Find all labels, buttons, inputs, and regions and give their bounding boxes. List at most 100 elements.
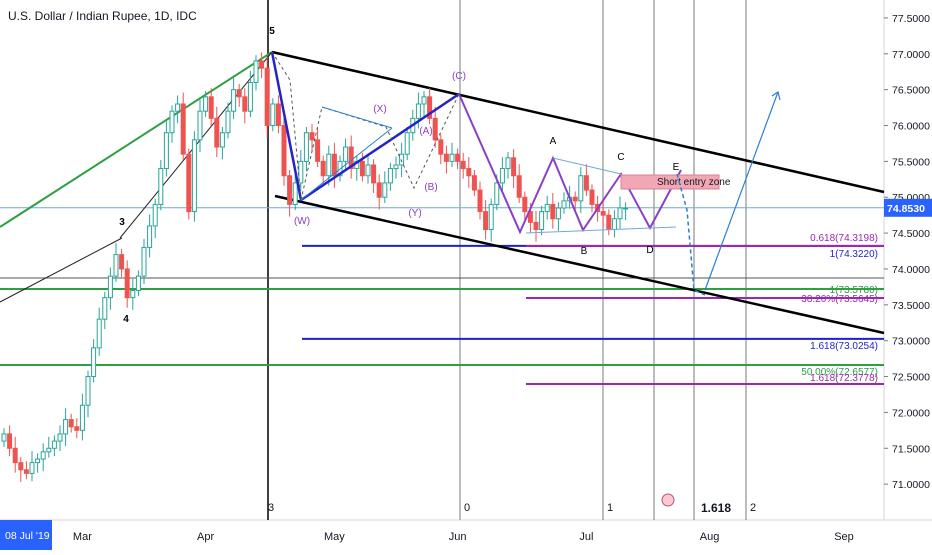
fib-level-label: 0.618(74.3198) bbox=[810, 233, 878, 244]
wave-label: E bbox=[673, 162, 680, 173]
wave-dashed-leg bbox=[300, 93, 460, 201]
candle-body bbox=[135, 275, 141, 291]
candle-body bbox=[600, 211, 606, 216]
candle-body bbox=[583, 175, 589, 191]
short-entry-zone[interactable] bbox=[620, 174, 720, 190]
candle-body bbox=[175, 103, 181, 112]
chart-title: U.S. Dollar / Indian Rupee, 1D, IDC bbox=[8, 9, 197, 23]
candle-body bbox=[180, 103, 186, 155]
candle-body bbox=[169, 110, 175, 134]
candle-body bbox=[606, 214, 612, 231]
candle-body bbox=[421, 96, 427, 105]
candle-body bbox=[292, 182, 298, 205]
candle-body bbox=[68, 419, 74, 428]
triangle-line bbox=[552, 157, 622, 175]
candle-body bbox=[387, 168, 393, 184]
candle-body bbox=[393, 164, 399, 170]
date-cursor-badge bbox=[0, 520, 52, 550]
price-tick-label: 71.0000 bbox=[892, 479, 930, 491]
wave-label: D bbox=[646, 245, 653, 256]
candle-body bbox=[477, 189, 483, 213]
cycle-label: 3 bbox=[268, 502, 274, 514]
candle-body bbox=[572, 196, 578, 202]
candle-body bbox=[455, 153, 461, 162]
time-tick-label: Mar bbox=[73, 531, 92, 543]
candle-body bbox=[113, 254, 119, 277]
price-tick-label: 76.5000 bbox=[892, 85, 930, 97]
price-marker-icon bbox=[661, 493, 675, 507]
date-cursor-label: 08 Jul '19 bbox=[5, 530, 50, 542]
candle-body bbox=[550, 203, 556, 220]
candle-body bbox=[186, 153, 192, 213]
candle-body bbox=[617, 207, 623, 220]
candle-body bbox=[371, 164, 377, 184]
candle-body bbox=[320, 160, 326, 177]
candle-body bbox=[152, 203, 158, 227]
candle-body bbox=[460, 160, 466, 170]
candle-body bbox=[1, 433, 7, 442]
candle-body bbox=[191, 139, 197, 213]
candle-body bbox=[259, 60, 265, 69]
price-tick-label: 73.5000 bbox=[892, 300, 930, 312]
candle-body bbox=[589, 189, 595, 205]
wave-label: (W) bbox=[294, 216, 310, 227]
candle-body bbox=[315, 139, 321, 162]
candle-body bbox=[130, 289, 136, 299]
candle-body bbox=[203, 96, 209, 112]
candle-body bbox=[74, 426, 80, 431]
candle-body bbox=[399, 153, 405, 166]
candle-body bbox=[141, 246, 147, 277]
candle-body bbox=[483, 211, 489, 231]
candle-body bbox=[382, 182, 388, 198]
candle-body bbox=[544, 203, 550, 213]
candle-body bbox=[197, 110, 203, 141]
candle-body bbox=[561, 200, 567, 209]
candle-body bbox=[270, 103, 276, 127]
fib-level-label: 1(73.5780) bbox=[830, 285, 878, 296]
candle-body bbox=[264, 67, 270, 127]
candle-body bbox=[281, 125, 287, 177]
price-tick-label: 74.5000 bbox=[892, 228, 930, 240]
candle-body bbox=[158, 168, 164, 205]
candle-body bbox=[147, 225, 153, 248]
current-price-label: 74.8530 bbox=[887, 203, 925, 215]
fib-level-label: 1.618(72.3778) bbox=[810, 373, 878, 384]
xy-line bbox=[321, 106, 393, 129]
candle-body bbox=[494, 182, 500, 205]
candle-body bbox=[488, 203, 494, 231]
fib-level-label: 50.00%(72.6577) bbox=[801, 367, 878, 378]
candle-body bbox=[466, 168, 472, 177]
candle-body bbox=[298, 160, 304, 184]
projection-path bbox=[676, 173, 706, 296]
thin-trendline bbox=[0, 237, 123, 303]
wave-label: (A) bbox=[419, 126, 432, 137]
price-tick-label: 77.5000 bbox=[892, 13, 930, 25]
candle-body bbox=[214, 117, 220, 148]
candle-body bbox=[163, 132, 169, 170]
price-tick-label: 77.0000 bbox=[892, 49, 930, 61]
time-tick-label: Sep bbox=[834, 531, 854, 543]
triangle-line bbox=[525, 226, 677, 234]
candle-body bbox=[359, 160, 365, 177]
candle-body bbox=[51, 440, 57, 449]
wave-label: (Y) bbox=[408, 208, 421, 219]
candle-body bbox=[63, 419, 69, 435]
candle-body bbox=[365, 164, 371, 177]
candle-body bbox=[102, 297, 108, 320]
candle-body bbox=[443, 153, 449, 162]
candle-body bbox=[225, 110, 231, 134]
candle-body bbox=[623, 207, 629, 210]
candle-body bbox=[85, 376, 91, 406]
short-entry-zone-label: Short entry zone bbox=[657, 177, 731, 188]
fib-level-label: 38.20%(73.5645) bbox=[801, 294, 878, 305]
cycle-label: 0 bbox=[464, 502, 470, 514]
candle-body bbox=[499, 168, 505, 184]
candle-body bbox=[404, 132, 410, 155]
candle-body bbox=[57, 433, 63, 442]
candle-body bbox=[231, 89, 237, 112]
price-tick-label: 74.0000 bbox=[892, 264, 930, 276]
candle-body bbox=[578, 175, 584, 202]
candle-body bbox=[107, 275, 113, 299]
